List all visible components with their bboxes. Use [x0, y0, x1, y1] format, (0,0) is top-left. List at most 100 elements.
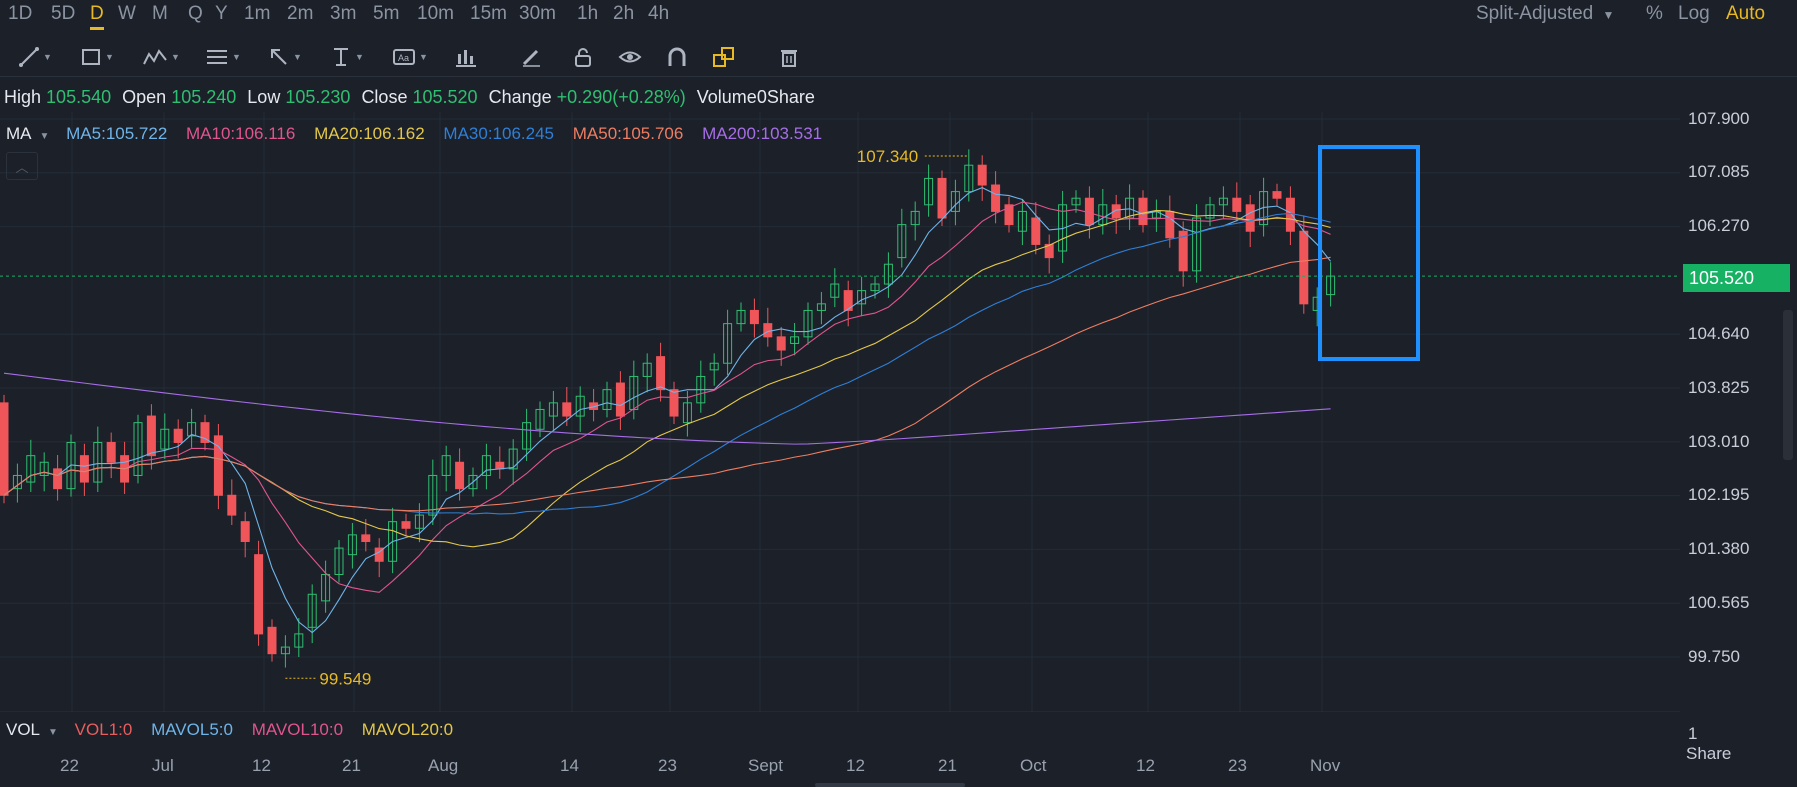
low-label: Low — [247, 87, 281, 107]
price-tick: 100.565 — [1688, 593, 1750, 612]
ma5-line — [3, 187, 1332, 634]
vertical-scrollbar[interactable] — [1783, 310, 1793, 460]
candle-body — [763, 323, 773, 338]
candle-body — [374, 547, 384, 562]
time-tick: 21 — [938, 756, 957, 775]
candle-body — [1178, 230, 1188, 272]
timeframe-4h[interactable]: 4h — [648, 3, 670, 24]
candle-body — [1326, 275, 1336, 296]
volume-axis-value: 1 — [1688, 724, 1698, 743]
arrow-tool-button[interactable]: ▼ — [268, 44, 302, 70]
candle-body — [897, 224, 907, 259]
candle-body — [883, 263, 893, 285]
timeframe-1d[interactable]: 1D — [8, 3, 33, 24]
collapse-legend-button[interactable]: ︿ — [6, 152, 38, 180]
fib-tool-button[interactable]: ▼ — [205, 44, 241, 70]
candle-body — [790, 336, 800, 344]
highlight-box — [1318, 145, 1420, 361]
pencil-button[interactable] — [520, 44, 542, 70]
link-button[interactable] — [712, 44, 736, 70]
ma200-line — [3, 372, 1331, 445]
horizontal-scrollbar[interactable] — [815, 783, 965, 787]
timeframe-15m[interactable]: 15m — [470, 3, 507, 24]
candle-body — [1098, 204, 1108, 226]
candle-body — [1218, 197, 1228, 206]
magnet-button[interactable] — [666, 44, 688, 70]
chevron-down-icon[interactable]: ▼ — [39, 131, 50, 142]
ma10-line — [3, 201, 1331, 593]
candle-body — [1205, 204, 1215, 219]
price-tick: 104.640 — [1688, 324, 1750, 343]
price-chart[interactable]: 107.340 99.549 — [0, 112, 1680, 712]
timeframe-1h[interactable]: 1h — [577, 3, 599, 24]
ma-legend-title[interactable]: MA — [6, 124, 32, 143]
candle-body — [1111, 204, 1121, 219]
indicator-icon — [456, 50, 476, 67]
timeframe-30m[interactable]: 30m — [519, 3, 556, 24]
timeframe-3m[interactable]: 3m — [330, 3, 357, 24]
candle-body — [924, 177, 934, 206]
timeframe-q[interactable]: Q — [188, 3, 203, 24]
lock-button[interactable] — [572, 44, 594, 70]
candle-body — [173, 428, 183, 443]
candle-body — [53, 468, 63, 490]
volume-value: 0Share — [756, 87, 815, 107]
timeframe-y[interactable]: Y — [215, 3, 228, 24]
low-value: 105.230 — [285, 87, 351, 107]
mavol10-value: MAVOL10:0 — [251, 720, 344, 739]
auto-scale-button[interactable]: Auto — [1726, 3, 1766, 24]
candle-body — [1071, 197, 1081, 206]
text-tool-icon: Aa — [393, 49, 415, 65]
time-tick: Nov — [1310, 756, 1341, 775]
indicator-button[interactable] — [454, 44, 478, 70]
eye-button[interactable] — [618, 44, 642, 70]
timeframe-m[interactable]: M — [152, 3, 168, 24]
log-scale-button[interactable]: Log — [1678, 3, 1710, 24]
candle-body — [535, 408, 545, 430]
arrow-tool-icon — [271, 49, 287, 65]
high-marker-label: 107.340 — [857, 147, 918, 166]
timeframe-d[interactable]: D — [90, 3, 104, 30]
text-tool-button[interactable]: Aa ▼ — [392, 44, 428, 70]
candle-body — [1044, 243, 1054, 259]
adjust-mode-label: Split-Adjusted — [1476, 3, 1594, 24]
timeframe-5d[interactable]: 5D — [51, 3, 76, 24]
eye-icon — [618, 51, 642, 63]
close-value: 105.520 — [412, 87, 478, 107]
pattern-tool-button[interactable]: ▼ — [142, 44, 180, 70]
timeframe-2m[interactable]: 2m — [287, 3, 314, 24]
timeframe-10m[interactable]: 10m — [417, 3, 454, 24]
pencil-icon — [522, 49, 540, 67]
timeframe-1m[interactable]: 1m — [244, 3, 271, 24]
candle-body — [468, 474, 478, 490]
candle-body — [1272, 191, 1282, 199]
time-tick: 12 — [1136, 756, 1155, 775]
percent-scale-button[interactable]: % — [1646, 3, 1663, 24]
change-label: Change — [488, 87, 552, 107]
ma-legend: MA ▼ MA5:105.722 MA10:106.116 MA20:106.16… — [6, 124, 836, 144]
last-price-tag: 105.520 — [1683, 264, 1790, 292]
candle-body — [79, 455, 89, 483]
vol-legend-title[interactable]: VOL — [6, 720, 41, 739]
pattern-tool-icon — [143, 49, 167, 65]
candle-body — [294, 633, 304, 648]
candle-body — [280, 646, 290, 655]
timeframe-5m[interactable]: 5m — [373, 3, 400, 24]
rectangle-tool-button[interactable]: ▼ — [80, 44, 114, 70]
ma5-value: MA5:105.722 — [66, 124, 168, 143]
chevron-down-icon[interactable]: ▼ — [48, 727, 58, 738]
chevron-down-icon: ▼ — [1602, 8, 1615, 22]
time-tick: 22 — [60, 756, 79, 775]
delete-drawings-button[interactable] — [778, 44, 800, 70]
candle-body — [991, 184, 1001, 212]
chevron-up-icon: ︿ — [15, 159, 29, 175]
candle-body — [1125, 197, 1135, 219]
candle-body — [495, 461, 505, 470]
measure-tool-button[interactable]: ▼ — [330, 44, 364, 70]
candle-body — [1232, 197, 1242, 212]
timeframe-w[interactable]: W — [118, 3, 136, 24]
timeframe-2h[interactable]: 2h — [613, 3, 635, 24]
candle-body — [977, 164, 987, 186]
line-tool-button[interactable]: ▼ — [18, 44, 52, 70]
adjust-mode-dropdown[interactable]: Split-Adjusted ▼ — [1476, 3, 1614, 25]
